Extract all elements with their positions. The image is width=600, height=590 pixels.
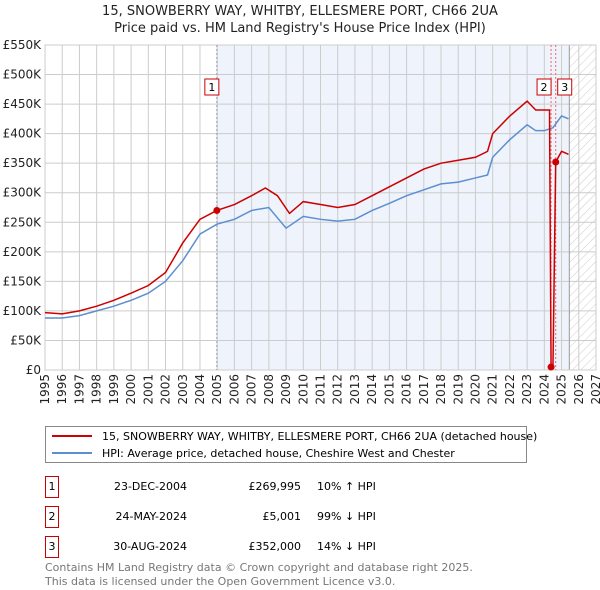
footer-line-2: This data is licensed under the Open Gov… <box>45 575 396 588</box>
chart-subtitle: Price paid vs. HM Land Registry's House … <box>114 21 486 36</box>
future-hatch <box>569 45 596 370</box>
x-tick-label: 2025 <box>555 374 569 405</box>
footer-line-1: Contains HM Land Registry data © Crown c… <box>45 561 473 574</box>
x-tick-label: 1996 <box>55 374 69 405</box>
x-tick-label: 2012 <box>331 374 345 405</box>
y-tick-label: £550K <box>3 38 43 52</box>
hpi-line <box>45 114 569 319</box>
y-tick-label: £500K <box>3 68 43 82</box>
sale-price: £352,000 <box>248 540 302 553</box>
x-tick-label: 2008 <box>262 374 276 405</box>
x-tick-label: 2017 <box>417 374 431 405</box>
y-tick-label: £400K <box>3 127 43 141</box>
x-tick-label: 2020 <box>468 374 482 405</box>
x-tick-label: 2016 <box>400 374 414 405</box>
x-tick-label: 2026 <box>572 374 586 405</box>
sale-hpi-diff: 10% ↑ HPI <box>317 480 376 493</box>
y-tick-label: £100K <box>3 304 43 318</box>
sale-point <box>552 158 560 166</box>
sale-label: 2 <box>541 81 548 94</box>
x-tick-label: 1999 <box>107 374 121 405</box>
sale-row: 1 23-DEC-2004 £269,995 10% ↑ HPI <box>45 476 545 498</box>
y-tick-label: £200K <box>3 245 43 259</box>
x-tick-label: 2002 <box>159 374 173 405</box>
sale-hpi-diff: 99% ↓ HPI <box>317 510 376 523</box>
sale-row: 2 24-MAY-2024 £5,001 99% ↓ HPI <box>45 506 545 528</box>
y-tick-label: £0 <box>26 363 41 377</box>
x-tick-label: 2013 <box>348 374 362 405</box>
x-tick-label: 2007 <box>245 374 259 405</box>
sale-label: 1 <box>208 81 215 94</box>
x-tick-label: 2024 <box>537 374 551 405</box>
sale-badge: 2 <box>45 506 59 528</box>
x-tick-label: 2009 <box>279 374 293 405</box>
chart-title: 15, SNOWBERRY WAY, WHITBY, ELLESMERE POR… <box>102 4 498 19</box>
x-tick-label: 1998 <box>90 374 104 405</box>
x-tick-label: 2018 <box>434 374 448 405</box>
x-tick-label: 2001 <box>141 374 155 405</box>
sale-label-box <box>204 78 220 96</box>
sale-price: £269,995 <box>248 480 302 493</box>
x-tick-label: 2027 <box>589 374 600 405</box>
x-tick-label: 2019 <box>451 374 465 405</box>
legend-label: 15, SNOWBERRY WAY, WHITBY, ELLESMERE POR… <box>102 429 538 443</box>
x-tick-label: 1997 <box>72 374 86 405</box>
sale-row: 3 30-AUG-2024 £352,000 14% ↓ HPI <box>45 536 545 558</box>
y-tick-label: £450K <box>3 97 43 111</box>
x-tick-label: 2023 <box>520 374 534 405</box>
legend-item-property: 15, SNOWBERRY WAY, WHITBY, ELLESMERE POR… <box>52 428 537 444</box>
x-tick-label: 2014 <box>365 374 379 405</box>
sale-badge: 1 <box>45 476 59 498</box>
x-tick-label: 2006 <box>227 374 241 405</box>
sale-point <box>213 206 221 214</box>
x-tick-label: 2005 <box>210 374 224 405</box>
y-tick-label: £300K <box>3 186 43 200</box>
x-tick-label: 2003 <box>176 374 190 405</box>
x-tick-label: 2004 <box>193 374 207 405</box>
sale-label-box <box>536 78 552 96</box>
legend-item-hpi: HPI: Average price, detached house, Ches… <box>52 445 455 461</box>
x-tick-label: 2022 <box>503 374 517 405</box>
y-tick-label: £350K <box>3 156 43 170</box>
plot-border <box>44 44 597 371</box>
y-tick-label: £150K <box>3 274 43 288</box>
sale-hpi-diff: 14% ↓ HPI <box>317 540 376 553</box>
x-tick-label: 2000 <box>124 374 138 405</box>
sale-price: £5,001 <box>262 510 302 523</box>
property-price-line <box>44 100 569 368</box>
sale-date: 23-DEC-2004 <box>113 480 187 493</box>
x-tick-label: 2021 <box>486 374 500 405</box>
x-tick-label: 2015 <box>382 374 396 405</box>
y-tick-label: £250K <box>3 215 43 229</box>
sale-date: 24-MAY-2024 <box>115 510 187 523</box>
sale-label: 3 <box>561 81 568 94</box>
price-chart: £0 £50K £100K £150K £200K £250K £300K £350K £400… <box>3 38 600 405</box>
sale-label-box <box>557 78 573 96</box>
x-tick-label: 2011 <box>314 374 328 405</box>
x-tick-label: 1995 <box>38 374 52 405</box>
sale-badge: 3 <box>45 536 59 558</box>
legend-label: HPI: Average price, detached house, Ches… <box>102 446 455 460</box>
x-tick-label: 2010 <box>296 374 310 405</box>
sale-date: 30-AUG-2024 <box>113 540 187 553</box>
owned-period-shade <box>216 45 570 370</box>
y-tick-label: £50K <box>10 333 42 347</box>
sale-point <box>547 363 555 371</box>
legend: 15, SNOWBERRY WAY, WHITBY, ELLESMERE POR… <box>45 426 537 463</box>
